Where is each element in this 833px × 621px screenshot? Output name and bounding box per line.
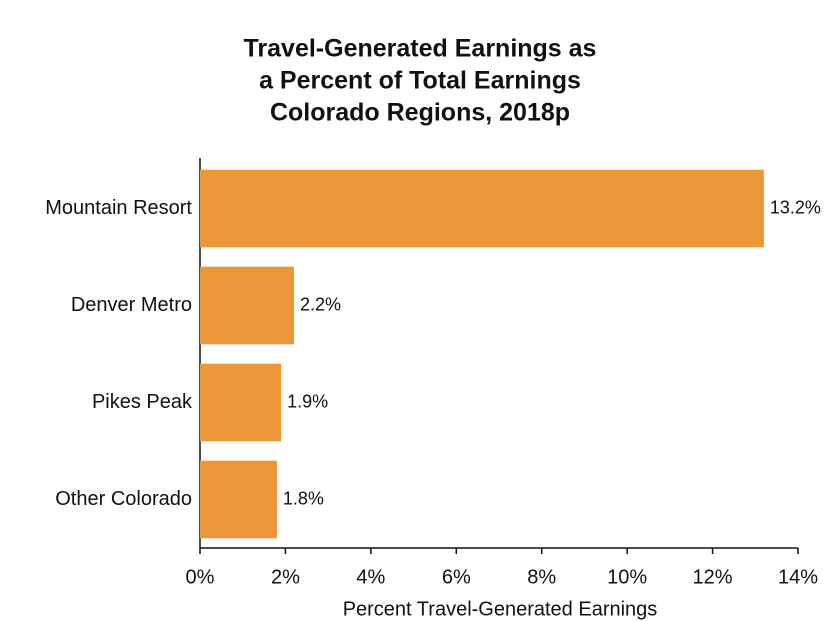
bar	[200, 460, 277, 539]
bar	[200, 169, 764, 248]
x-tick-label: 4%	[356, 566, 385, 588]
chart-title: Colorado Regions, 2018p	[270, 99, 570, 127]
x-tick-label: 6%	[442, 566, 471, 588]
x-tick-label: 0%	[186, 566, 215, 588]
chart-title: Travel-Generated Earnings as	[244, 35, 597, 63]
value-label: 13.2%	[770, 197, 821, 217]
y-tick-label: Denver Metro	[71, 294, 192, 316]
chart-title: a Percent of Total Earnings	[259, 67, 581, 95]
bar	[200, 363, 282, 442]
value-label: 1.8%	[283, 488, 324, 508]
value-label: 2.2%	[300, 294, 341, 314]
value-label: 1.9%	[287, 391, 328, 411]
x-tick-label: 10%	[607, 566, 647, 588]
x-tick-label: 12%	[693, 566, 733, 588]
x-axis-label: Percent Travel-Generated Earnings	[343, 598, 658, 620]
bar	[200, 266, 294, 345]
x-tick-label: 14%	[778, 566, 818, 588]
y-tick-label: Mountain Resort	[45, 197, 192, 219]
x-tick-label: 2%	[271, 566, 300, 588]
x-tick-label: 8%	[527, 566, 556, 588]
y-tick-label: Pikes Peak	[92, 391, 193, 413]
y-tick-label: Other Colorado	[55, 488, 192, 510]
